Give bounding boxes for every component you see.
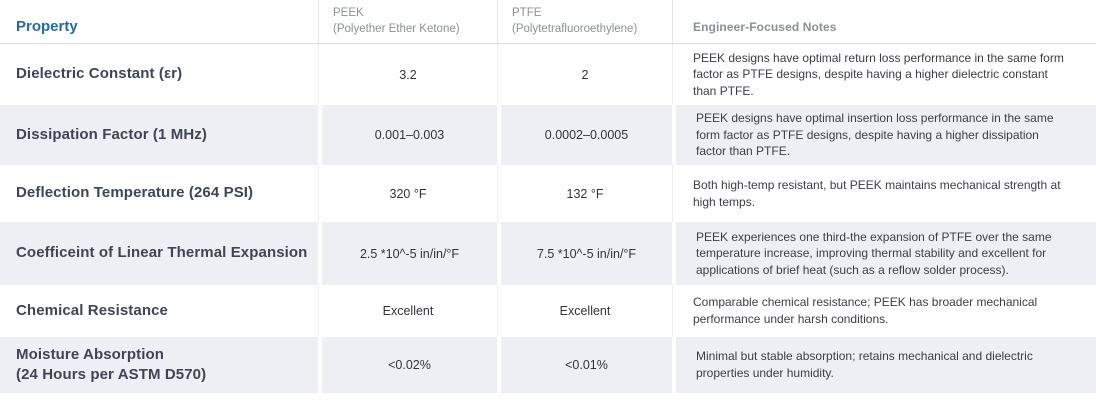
column-header-peek-subtitle: (Polyether Ether Ketone): [333, 22, 460, 35]
column-header-ptfe-subtitle: (Polytetrafluoroethylene): [512, 22, 638, 35]
table-row: Coefficeint of Linear Thermal Expansion …: [0, 222, 1096, 285]
table-row: Chemical Resistance Excellent Excellent …: [0, 285, 1096, 337]
property-cell: Dielectric Constant (εr): [16, 65, 183, 83]
property-cell: Moisture Absorption (24 Hours per ASTM D…: [0, 337, 318, 393]
notes-cell: Minimal but stable absorption; retains m…: [672, 337, 1096, 393]
notes-cell: Both high-temp resistant, but PEEK maint…: [672, 165, 1096, 222]
notes-cell: Comparable chemical resistance; PEEK has…: [672, 285, 1096, 337]
table-row: Moisture Absorption (24 Hours per ASTM D…: [0, 337, 1096, 393]
table-header-row: Property PEEK (Polyether Ether Ketone) P…: [0, 0, 1096, 44]
peek-value-cell: <0.02%: [318, 337, 497, 393]
table-row: Dissipation Factor (1 MHz) 0.001–0.003 0…: [0, 105, 1096, 165]
peek-value-cell: 320 °F: [318, 165, 497, 222]
ptfe-value-cell: 7.5 *10^-5 in/in/°F: [497, 222, 672, 285]
notes-cell: PEEK experiences one third-the expansion…: [672, 222, 1096, 285]
column-header-ptfe-name: PTFE: [512, 7, 542, 20]
property-cell: Deflection Temperature (264 PSI): [16, 184, 254, 202]
column-header-notes: Engineer-Focused Notes: [672, 0, 1096, 43]
notes-cell: PEEK designs have optimal insertion loss…: [672, 105, 1096, 165]
column-header-ptfe: PTFE (Polytetrafluoroethylene): [497, 0, 672, 43]
ptfe-value-cell: 132 °F: [497, 165, 672, 222]
column-header-peek-name: PEEK: [333, 7, 364, 20]
property-cell: Coefficeint of Linear Thermal Expansion: [0, 222, 318, 285]
table-row: Dielectric Constant (εr) 3.2 2 PEEK desi…: [0, 44, 1096, 105]
notes-cell: PEEK designs have optimal return loss pe…: [672, 44, 1096, 105]
column-header-property: Property: [16, 18, 78, 35]
peek-value-cell: 3.2: [318, 44, 497, 105]
ptfe-value-cell: 0.0002–0.0005: [497, 105, 672, 165]
ptfe-value-cell: <0.01%: [497, 337, 672, 393]
table-row: Deflection Temperature (264 PSI) 320 °F …: [0, 165, 1096, 222]
property-cell: Chemical Resistance: [16, 301, 168, 319]
ptfe-value-cell: 2: [497, 44, 672, 105]
peek-value-cell: 0.001–0.003: [318, 105, 497, 165]
column-header-peek: PEEK (Polyether Ether Ketone): [318, 0, 497, 43]
ptfe-value-cell: Excellent: [497, 285, 672, 337]
peek-value-cell: 2.5 *10^-5 in/in/°F: [318, 222, 497, 285]
property-cell: Dissipation Factor (1 MHz): [0, 105, 318, 165]
peek-value-cell: Excellent: [318, 285, 497, 337]
